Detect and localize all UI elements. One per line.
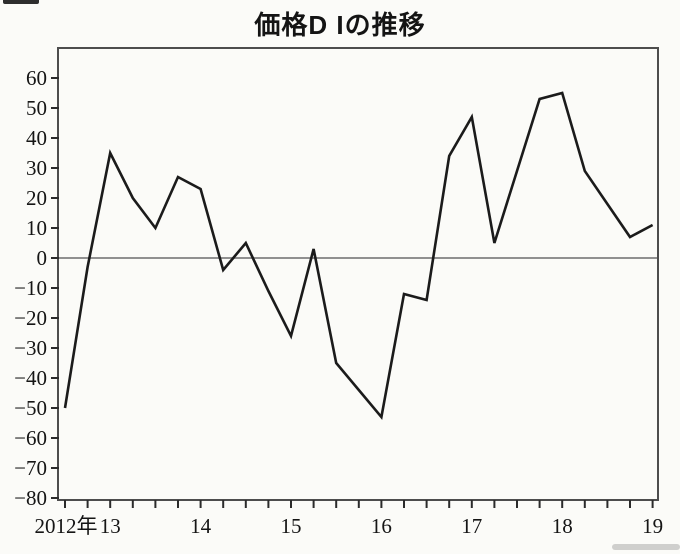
y-axis-label: 50 (26, 96, 47, 120)
chart-title: 価格D Iの推移 (254, 10, 426, 40)
y-axis-label: −50 (14, 396, 47, 420)
y-axis-label: 30 (26, 156, 47, 180)
x-axis-origin-label: 2012年 (35, 514, 98, 538)
x-axis-year-label: 16 (371, 514, 392, 538)
y-axis-label: 40 (26, 126, 47, 150)
y-axis-label: −70 (14, 456, 47, 480)
scan-artifact-top-left (3, 0, 39, 4)
x-axis-year-label: 17 (461, 514, 482, 538)
scan-artifact-bottom-right (612, 544, 680, 550)
y-axis-label: −80 (14, 486, 47, 510)
x-axis-year-label: 13 (100, 514, 121, 538)
y-axis-label: 10 (26, 216, 47, 240)
y-axis-label: 0 (37, 246, 48, 270)
x-axis-year-label: 15 (281, 514, 302, 538)
x-axis-year-label: 14 (190, 514, 212, 538)
price-di-series-line (63, 91, 654, 420)
x-axis-year-label: 18 (552, 514, 573, 538)
y-axis-label: 20 (26, 186, 47, 210)
y-axis-label: −30 (14, 336, 47, 360)
y-axis-label: −40 (14, 366, 47, 390)
y-axis-label: −20 (14, 306, 47, 330)
y-axis-label: −10 (14, 276, 47, 300)
y-axis-label: 60 (26, 66, 47, 90)
y-axis-label: −60 (14, 426, 47, 450)
x-axis-year-label: 19 (642, 514, 663, 538)
